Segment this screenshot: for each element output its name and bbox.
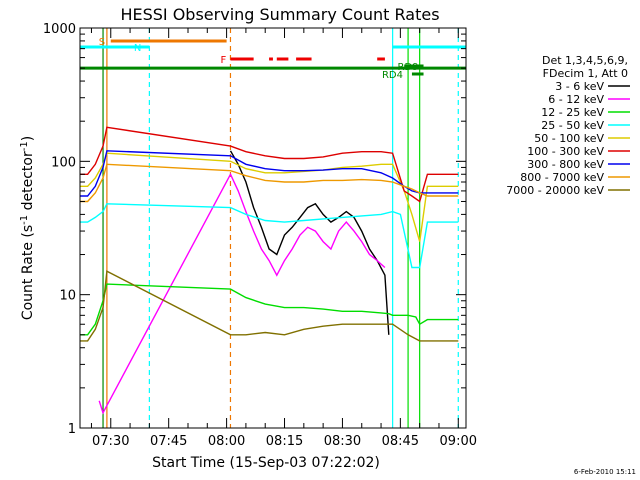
legend: Det 1,3,4,5,6,9,FDecim 1, Att 03 - 6 keV… [506,54,630,197]
y-axis-label-main: Count Rate (s [20,225,36,320]
series-line-7 [79,163,459,203]
x-axis-label: Start Time (15-Sep-03 07:22:02) [152,455,380,471]
chart-title: HESSI Observing Summary Count Rates [120,5,439,24]
legend-label-4: 50 - 100 keV [534,132,604,145]
x-tick-label-3: 08:15 [266,434,303,449]
y-tick-label-2: 100 [51,155,76,170]
annotation-label-rd9: RD9 [398,62,419,73]
x-tick-label-4: 08:30 [324,434,361,449]
axis-layer: 1 10 100 1000 07:30 07:45 08:00 08:15 08:30 08:45… [43,22,477,449]
x-tick-label-2: 08:00 [208,434,245,449]
legend-label-7: 800 - 7000 keV [520,171,604,184]
annotation-label-f: F [220,55,226,66]
legend-header-1: FDecim 1, Att 0 [543,67,628,80]
legend-header-0: Det 1,3,4,5,6,9, [542,54,628,67]
series-layer [79,126,459,415]
x-tick-label-0: 07:30 [92,434,129,449]
legend-label-1: 6 - 12 keV [548,93,604,106]
series-line-6 [79,150,459,197]
y-axis-label: Count Rate (s-1 detector-1) [19,136,36,320]
y-axis-label-mid: detector [20,151,36,215]
y-axis-label-sup1: -1 [19,215,30,225]
x-tick-label-1: 07:45 [150,434,187,449]
legend-label-8: 7000 - 20000 keV [506,184,604,197]
y-tick-label-0: 1 [68,422,76,437]
series-line-8 [79,270,459,342]
y-axis-label-end: ) [20,136,36,141]
legend-label-5: 100 - 300 keV [527,145,604,158]
legend-label-3: 25 - 50 keV [541,119,604,132]
y-tick-label-3: 1000 [43,22,76,37]
annotation-label-n: N [134,43,141,54]
series-line-3 [79,203,459,269]
legend-label-0: 3 - 6 keV [555,80,604,93]
y-axis-label-sup2: -1 [19,141,30,151]
legend-label-2: 12 - 25 keV [541,106,604,119]
series-line-2 [79,283,459,336]
series-line-1 [98,172,386,415]
series-line-5 [79,126,459,203]
footer-timestamp: 6-Feb-2010 15:11 [574,468,636,476]
legend-label-6: 300 - 800 keV [527,158,604,171]
annotation-label-rd4: RD4 [382,70,403,81]
band-layer [79,28,466,428]
x-tick-label-6: 09:00 [440,434,477,449]
annotation-label-s: S [99,37,105,48]
y-tick-label-1: 10 [59,289,76,304]
plot-frame [79,27,467,429]
x-tick-label-5: 08:45 [382,434,419,449]
